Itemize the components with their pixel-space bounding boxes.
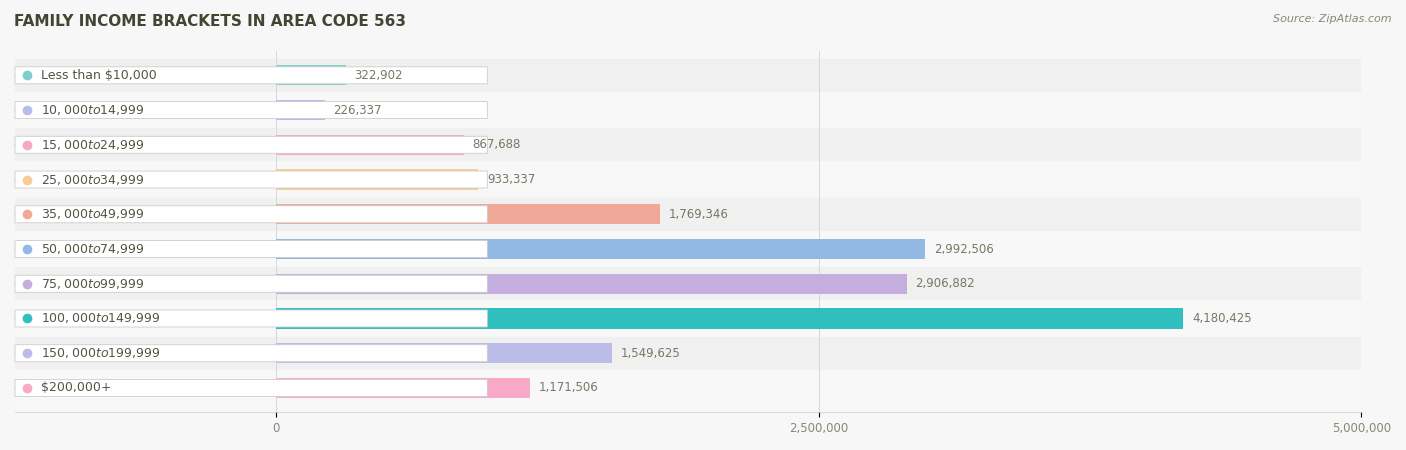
Text: Source: ZipAtlas.com: Source: ZipAtlas.com xyxy=(1274,14,1392,23)
Text: 1,549,625: 1,549,625 xyxy=(621,346,681,360)
Text: $150,000 to $199,999: $150,000 to $199,999 xyxy=(41,346,160,360)
Bar xyxy=(276,100,325,120)
Text: 2,992,506: 2,992,506 xyxy=(934,243,994,256)
Text: $10,000 to $14,999: $10,000 to $14,999 xyxy=(41,103,145,117)
Bar xyxy=(15,371,1361,405)
Text: 2,906,882: 2,906,882 xyxy=(915,277,976,290)
FancyBboxPatch shape xyxy=(15,275,488,292)
Text: $25,000 to $34,999: $25,000 to $34,999 xyxy=(41,172,145,187)
FancyBboxPatch shape xyxy=(15,67,488,84)
Text: $50,000 to $74,999: $50,000 to $74,999 xyxy=(41,242,145,256)
Text: $100,000 to $149,999: $100,000 to $149,999 xyxy=(41,311,160,325)
Text: $15,000 to $24,999: $15,000 to $24,999 xyxy=(41,138,145,152)
Bar xyxy=(15,337,1361,370)
Text: 867,688: 867,688 xyxy=(472,138,522,151)
Text: 226,337: 226,337 xyxy=(333,104,382,117)
Text: 1,171,506: 1,171,506 xyxy=(538,382,599,395)
Bar xyxy=(15,232,1361,266)
Bar xyxy=(15,58,1361,92)
Bar xyxy=(276,135,464,155)
Bar xyxy=(276,65,346,86)
Text: FAMILY INCOME BRACKETS IN AREA CODE 563: FAMILY INCOME BRACKETS IN AREA CODE 563 xyxy=(14,14,406,28)
Bar xyxy=(276,378,530,398)
Bar xyxy=(276,308,1184,328)
Bar xyxy=(15,302,1361,335)
Text: $35,000 to $49,999: $35,000 to $49,999 xyxy=(41,207,145,221)
Text: $75,000 to $99,999: $75,000 to $99,999 xyxy=(41,277,145,291)
Text: Less than $10,000: Less than $10,000 xyxy=(41,69,157,82)
Bar xyxy=(15,94,1361,127)
Text: $200,000+: $200,000+ xyxy=(41,382,112,395)
FancyBboxPatch shape xyxy=(15,240,488,257)
FancyBboxPatch shape xyxy=(15,310,488,327)
Bar xyxy=(15,198,1361,231)
Text: 4,180,425: 4,180,425 xyxy=(1192,312,1251,325)
Text: 1,769,346: 1,769,346 xyxy=(668,208,728,221)
Bar xyxy=(276,204,659,225)
FancyBboxPatch shape xyxy=(15,102,488,118)
FancyBboxPatch shape xyxy=(15,171,488,188)
FancyBboxPatch shape xyxy=(15,345,488,362)
Text: 322,902: 322,902 xyxy=(354,69,404,82)
Bar xyxy=(15,163,1361,196)
Text: 933,337: 933,337 xyxy=(486,173,536,186)
FancyBboxPatch shape xyxy=(15,379,488,396)
FancyBboxPatch shape xyxy=(15,206,488,223)
Bar xyxy=(15,128,1361,162)
FancyBboxPatch shape xyxy=(15,136,488,153)
Bar xyxy=(15,267,1361,301)
Bar xyxy=(276,170,478,189)
Bar xyxy=(276,274,907,294)
Bar xyxy=(276,343,612,363)
Bar xyxy=(276,239,925,259)
